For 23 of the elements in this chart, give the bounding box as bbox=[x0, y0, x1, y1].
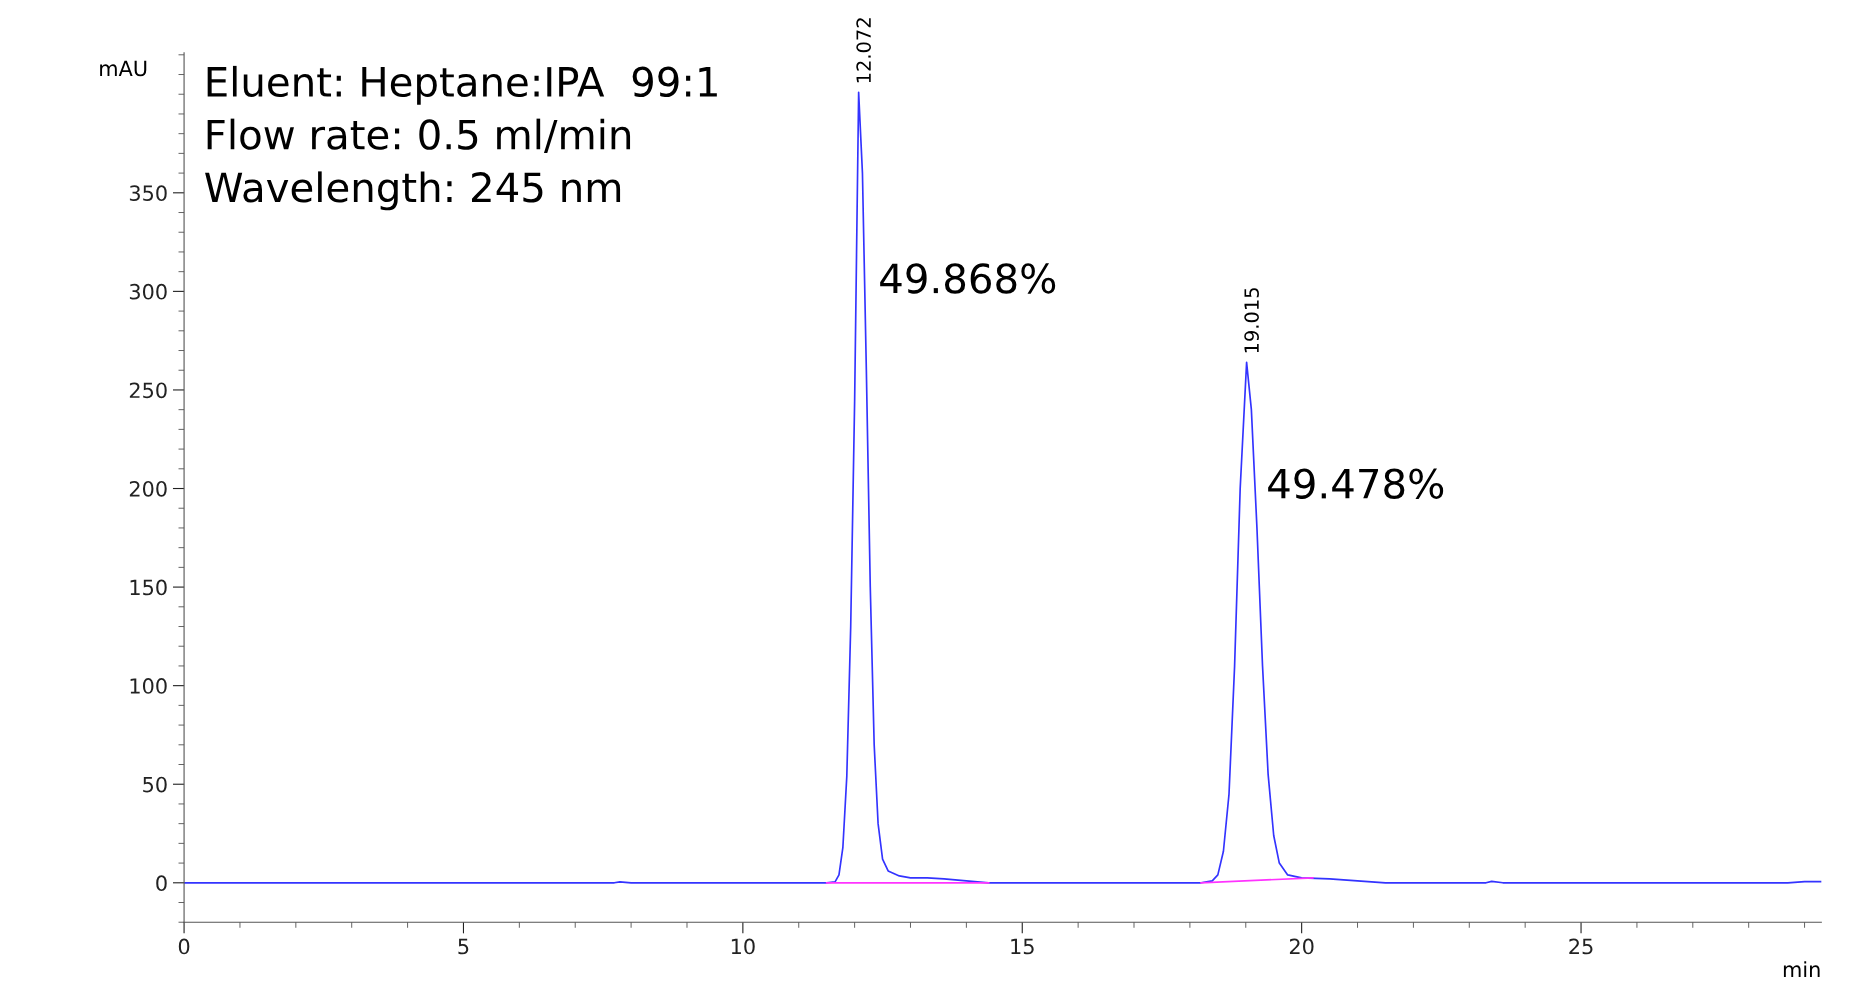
y-tick-label: 100 bbox=[130, 678, 167, 694]
x-tick-label: 10 bbox=[731, 938, 755, 955]
y-tick-label: 150 bbox=[130, 579, 167, 596]
y-axis-title: mAU bbox=[100, 60, 147, 77]
annotation: 49.868% bbox=[880, 263, 1056, 294]
annotation: Flow rate: 0.5 ml/min bbox=[207, 118, 631, 153]
x-tick-label: 15 bbox=[1011, 938, 1034, 955]
annotation: 49.478% bbox=[1268, 468, 1444, 499]
y-tick-label: 0 bbox=[156, 875, 167, 892]
x-tick-label: 25 bbox=[1569, 938, 1593, 955]
y-tick-label: 350 bbox=[129, 185, 167, 202]
x-tick-label: 20 bbox=[1289, 938, 1314, 955]
y-tick-label: 300 bbox=[129, 283, 167, 300]
y-tick-label: 50 bbox=[143, 776, 167, 793]
y-tick-label: 250 bbox=[129, 382, 167, 399]
x-axis-title: min bbox=[1783, 961, 1820, 977]
annotation: Wavelength: 245 nm bbox=[205, 171, 621, 211]
annotation: 19.015 bbox=[1244, 288, 1259, 353]
annotation: Eluent: Heptane:IPA 99:1 bbox=[207, 65, 717, 105]
x-tick-label: 0 bbox=[178, 938, 190, 955]
annotation: 12.072 bbox=[856, 18, 871, 83]
y-tick-label: 200 bbox=[129, 480, 167, 497]
x-tick-label: 5 bbox=[458, 938, 469, 955]
